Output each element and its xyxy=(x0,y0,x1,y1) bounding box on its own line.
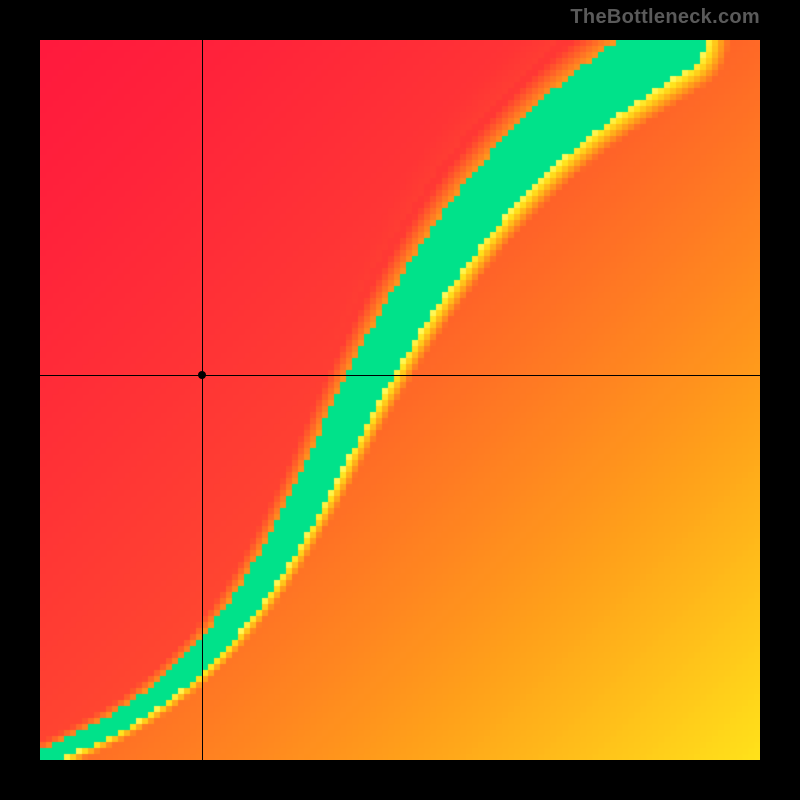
bottleneck-heatmap xyxy=(40,40,760,760)
crosshair-marker xyxy=(198,371,206,379)
crosshair-vertical xyxy=(202,40,203,760)
crosshair-horizontal xyxy=(40,375,760,376)
chart-frame: TheBottleneck.com xyxy=(0,0,800,800)
watermark-text: TheBottleneck.com xyxy=(570,6,760,29)
